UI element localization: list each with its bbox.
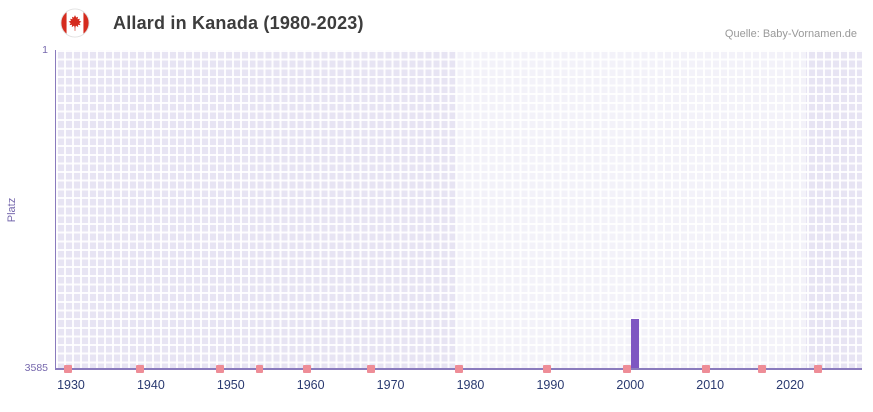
chart-title: Allard in Kanada (1980-2023) [113,13,364,33]
plot-area [55,50,862,373]
bottom-rank-marker[interactable] [303,365,312,373]
x-tick-label: 1960 [296,378,325,392]
x-tick-label: 1930 [57,378,85,392]
x-tick-label: 1980 [456,378,485,392]
x-tick-label: 2010 [696,378,725,392]
y-tick-label-bottom: 3585 [24,362,48,374]
bottom-rank-marker[interactable] [455,365,463,373]
x-tick-label: 2020 [776,378,804,392]
x-tick-label: 1970 [376,378,405,392]
rank-bar[interactable] [630,318,639,368]
bottom-rank-marker[interactable] [215,365,224,373]
bottom-rank-marker[interactable] [542,365,551,373]
grid-lines [56,50,862,368]
bottom-rank-marker[interactable] [814,365,823,373]
y-tick-label-top: 1 [42,44,48,56]
canada-flag-icon [60,8,90,38]
bottom-rank-marker[interactable] [622,365,631,373]
x-tick-label: 1990 [536,378,565,392]
bottom-rank-marker[interactable] [63,365,72,373]
x-tick-label: 1940 [136,378,165,392]
source-attribution: Quelle: Baby-Vornamen.de [724,28,857,40]
bottom-rank-marker[interactable] [135,365,144,373]
x-tick-label: 1950 [216,378,245,392]
bottom-rank-marker[interactable] [367,365,376,373]
y-axis-title: Platz [6,197,18,223]
x-axis: 1930 1940 1950 1960 1970 1980 1990 2000 2010 2020 [55,378,862,396]
bottom-rank-marker[interactable] [758,365,767,373]
bottom-rank-marker[interactable] [702,365,711,373]
bottom-rank-marker[interactable] [255,365,264,373]
x-tick-label: 2000 [616,378,645,392]
